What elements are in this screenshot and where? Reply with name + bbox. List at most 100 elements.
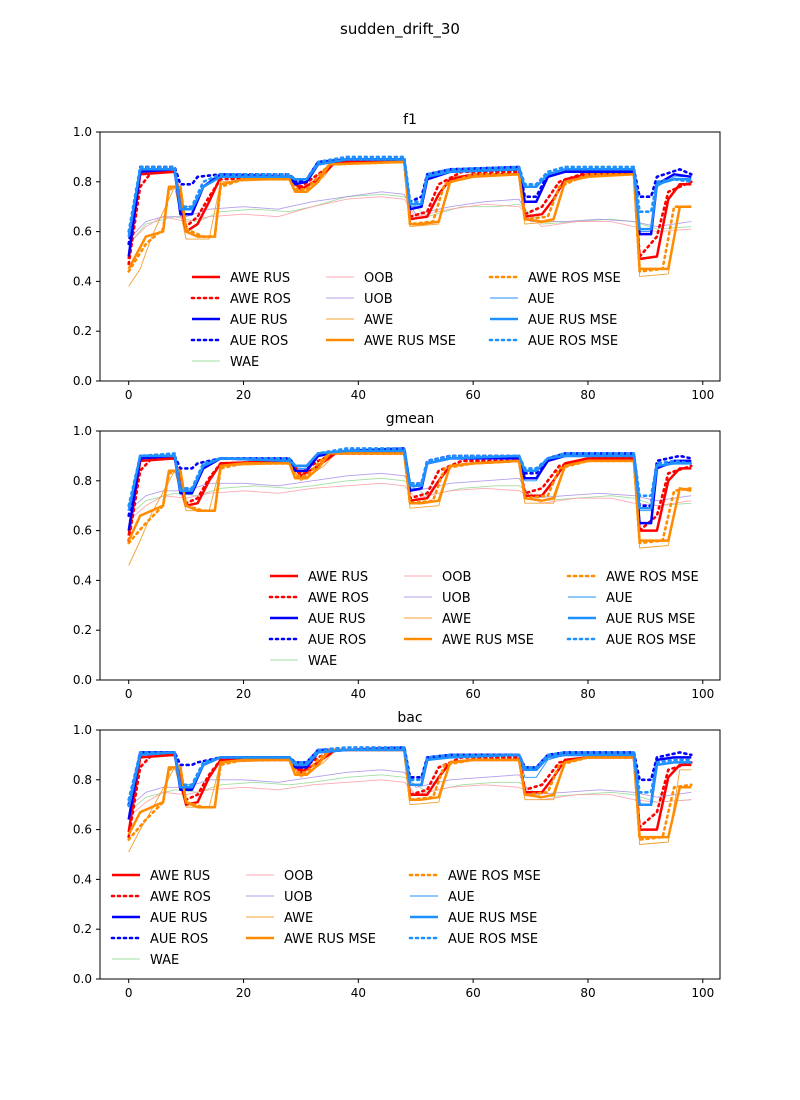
legend-label: WAE xyxy=(230,355,259,370)
legend-label: AUE xyxy=(448,890,475,905)
series-line-wae xyxy=(128,774,692,813)
x-tick-label: 40 xyxy=(351,388,366,402)
legend-label: UOB xyxy=(442,591,471,606)
legend: AWE RUS AWE ROS AUE RUS AUE ROS WAE OOB UOB AWE… xyxy=(110,869,541,968)
legend-label: AUE RUS xyxy=(150,911,208,926)
legend-label: AUE RUS MSE xyxy=(606,612,695,627)
legend-label: AWE RUS xyxy=(308,570,368,585)
legend-label: AWE ROS xyxy=(308,591,369,606)
legend-label: AWE ROS MSE xyxy=(606,570,699,585)
y-tick-label: 1.0 xyxy=(73,125,92,139)
legend-label: AWE ROS MSE xyxy=(448,869,541,884)
legend-label: AWE xyxy=(364,313,393,328)
x-tick-label: 100 xyxy=(691,986,714,1000)
x-tick-label: 0 xyxy=(125,986,133,1000)
legend-label: AWE ROS xyxy=(230,292,291,307)
y-tick-label: 0.6 xyxy=(73,524,92,538)
x-tick-label: 20 xyxy=(236,388,251,402)
series-line-uob xyxy=(128,191,692,240)
y-tick-label: 0.2 xyxy=(73,324,92,338)
legend-label: AWE ROS xyxy=(150,890,211,905)
legend-label: AWE RUS MSE xyxy=(284,932,376,947)
series-line-oob xyxy=(128,779,692,818)
chart-title: f1 xyxy=(403,112,417,128)
series-line-aue-rus-mse xyxy=(127,158,692,237)
y-tick-label: 0.6 xyxy=(73,225,92,239)
legend-label: WAE xyxy=(308,654,337,669)
legend-label: AUE ROS MSE xyxy=(448,932,538,947)
y-tick-label: 0.8 xyxy=(73,175,92,189)
legend-label: AWE ROS MSE xyxy=(528,271,621,286)
axes-frame xyxy=(99,131,721,382)
legend-label: WAE xyxy=(150,953,179,968)
x-tick-label: 40 xyxy=(351,986,366,1000)
series-line-aue-ros-mse xyxy=(127,746,693,801)
x-tick-label: 20 xyxy=(236,986,251,1000)
legend-label: OOB xyxy=(284,869,313,884)
x-tick-label: 0 xyxy=(125,388,133,402)
legend-label: AUE ROS xyxy=(150,932,208,947)
series-line-aue-ros-mse xyxy=(127,155,693,233)
legend-label: AWE RUS MSE xyxy=(442,633,534,648)
y-tick-label: 0.2 xyxy=(73,623,92,637)
y-tick-label: 0.0 xyxy=(73,972,92,986)
chart-title: gmean xyxy=(386,411,435,427)
legend-label: OOB xyxy=(364,271,393,286)
legend-label: AWE RUS MSE xyxy=(364,334,456,349)
x-tick-label: 60 xyxy=(466,986,481,1000)
series-line-awe-rus-mse xyxy=(127,452,692,542)
x-tick-label: 40 xyxy=(351,687,366,701)
legend-label: UOB xyxy=(284,890,313,905)
legend-label: AWE RUS xyxy=(150,869,210,884)
legend-label: OOB xyxy=(442,570,471,585)
legend-label: AWE xyxy=(284,911,313,926)
legend-label: AUE ROS xyxy=(230,334,288,349)
legend: AWE RUS AWE ROS AUE RUS AUE ROS WAE OOB UOB AWE… xyxy=(268,570,699,669)
y-tick-label: 0.8 xyxy=(73,773,92,787)
series-line-aue-ros-mse xyxy=(127,447,693,507)
x-tick-label: 80 xyxy=(580,388,595,402)
x-tick-label: 80 xyxy=(580,986,595,1000)
legend-label: AUE RUS MSE xyxy=(448,911,537,926)
axes-frame xyxy=(99,729,721,980)
x-tick-label: 60 xyxy=(466,388,481,402)
legend-label: AUE ROS MSE xyxy=(606,633,696,648)
legend-label: AWE xyxy=(442,612,471,627)
series-lines xyxy=(127,447,693,566)
legend-label: UOB xyxy=(364,292,393,307)
series-line-aue-ros xyxy=(127,746,693,806)
legend-label: AUE RUS xyxy=(308,612,366,627)
y-tick-label: 0.4 xyxy=(73,274,92,288)
y-tick-label: 1.0 xyxy=(73,424,92,438)
chart-gmean: gmean 0 20 40 60 80 100 0.0 0.2 0.4 0.6 0.8 1.0 AWE R… xyxy=(73,411,721,701)
series-line-oob xyxy=(128,482,692,521)
x-tick-label: 20 xyxy=(236,687,251,701)
figure-title: sudden_drift_30 xyxy=(340,20,460,39)
x-tick-label: 80 xyxy=(580,687,595,701)
legend-label: AUE ROS xyxy=(308,633,366,648)
y-tick-label: 0.0 xyxy=(73,374,92,388)
legend-label: AUE RUS MSE xyxy=(528,313,617,328)
x-tick-label: 0 xyxy=(125,687,133,701)
axes-frame xyxy=(99,430,721,681)
y-tick-label: 0.4 xyxy=(73,872,92,886)
legend-label: AUE ROS MSE xyxy=(528,334,618,349)
legend-label: AUE xyxy=(528,292,555,307)
y-tick-label: 0.4 xyxy=(73,573,92,587)
series-lines xyxy=(127,746,693,853)
chart-title: bac xyxy=(397,710,422,726)
series-line-awe-ros-mse xyxy=(127,452,693,545)
y-tick-label: 0.8 xyxy=(73,474,92,488)
x-tick-label: 100 xyxy=(691,687,714,701)
series-line-wae xyxy=(128,477,692,517)
y-tick-label: 0.0 xyxy=(73,673,92,687)
series-line-awe-rus-mse xyxy=(127,748,692,839)
series-line-wae xyxy=(128,193,692,245)
y-tick-label: 0.2 xyxy=(73,922,92,936)
series-lines xyxy=(127,155,693,287)
x-tick-label: 60 xyxy=(466,687,481,701)
y-tick-label: 1.0 xyxy=(73,723,92,737)
